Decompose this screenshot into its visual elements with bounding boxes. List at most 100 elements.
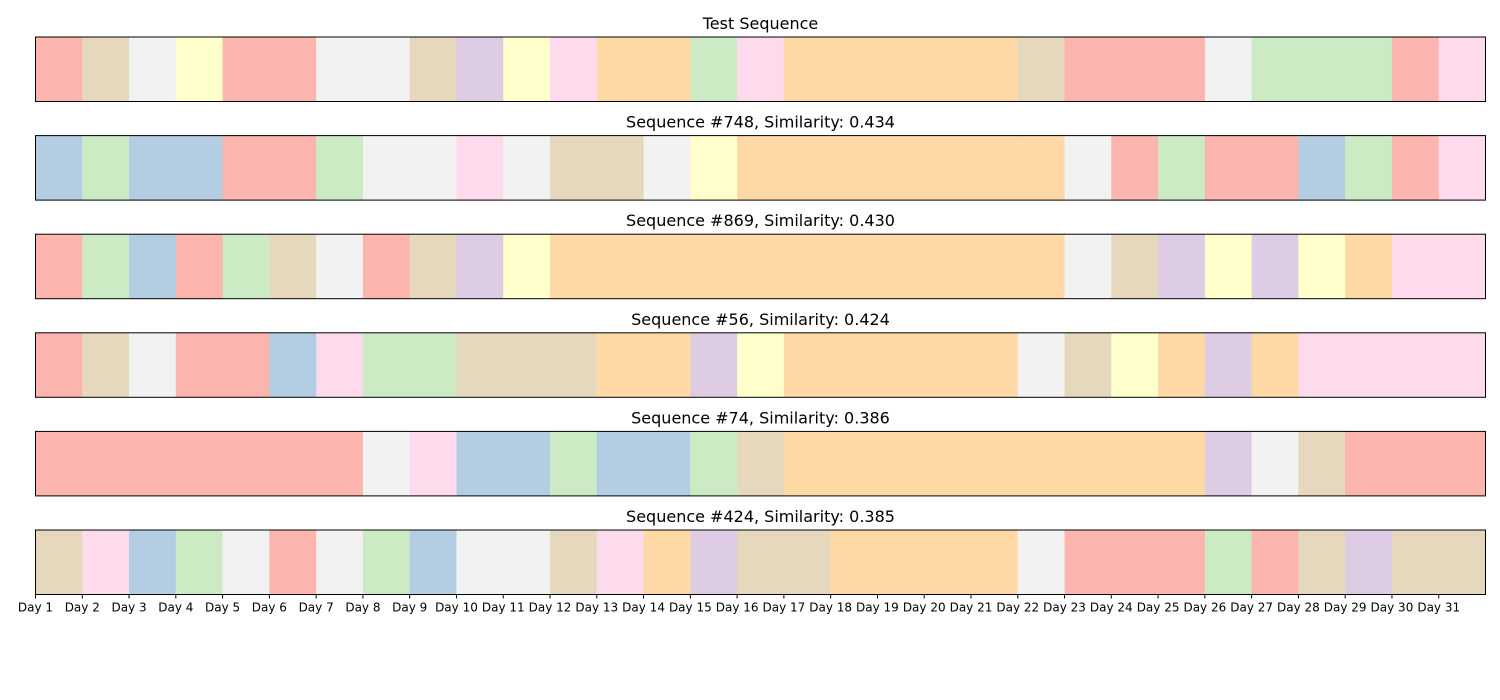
- cell-day-4: [175, 135, 224, 201]
- x-tick-label: Day 23: [1043, 601, 1086, 615]
- cell-day-23: [1064, 135, 1112, 201]
- cell-day-15: [690, 332, 738, 398]
- cell-day-6: [269, 234, 317, 299]
- x-axis: Day 1 Day 2 Day 3 Day 4 Day 5 Day 6 Day 7 Day 8…: [18, 594, 1460, 615]
- cell-day-27: [1251, 234, 1300, 299]
- cell-day-18: [830, 530, 879, 595]
- x-tick-label: Day 29: [1324, 601, 1367, 615]
- cell-day-11: [503, 234, 551, 299]
- cell-day-16: [737, 332, 785, 398]
- cell-day-1: [35, 234, 83, 299]
- row-title: Sequence #869, Similarity: 0.430: [626, 211, 895, 230]
- cell-day-17: [783, 431, 832, 496]
- cell-day-29: [1345, 530, 1393, 595]
- cell-day-6: [269, 431, 317, 496]
- cell-day-8: [362, 431, 411, 496]
- cell-day-19: [877, 234, 925, 299]
- cell-day-15: [690, 135, 738, 201]
- cell-day-1: [35, 530, 83, 595]
- cell-day-30: [1391, 431, 1440, 496]
- cell-day-30: [1391, 332, 1440, 398]
- cell-day-17: [783, 234, 832, 299]
- cell-day-15: [690, 234, 738, 299]
- cell-day-16: [737, 530, 785, 595]
- row-frame: [35, 233, 1486, 300]
- cell-day-13: [596, 135, 645, 201]
- cell-day-17: [783, 332, 832, 398]
- cell-day-12: [550, 332, 598, 398]
- cell-day-15: [690, 530, 738, 595]
- row-frame: [35, 529, 1486, 595]
- row-title: Test Sequence: [702, 14, 819, 33]
- cell-day-9: [409, 234, 458, 299]
- cell-day-3: [129, 234, 177, 299]
- cell-day-7: [316, 135, 364, 201]
- cell-day-3: [129, 431, 177, 496]
- cell-day-17: [783, 135, 832, 201]
- cell-day-24: [1111, 431, 1159, 496]
- x-tick-label: Day 2: [65, 601, 100, 615]
- cell-day-24: [1111, 332, 1159, 398]
- cell-day-2: [82, 135, 130, 201]
- x-tick-label: Day 22: [996, 601, 1039, 615]
- cell-day-5: [222, 37, 270, 102]
- cell-day-18: [830, 135, 879, 201]
- cell-day-8: [362, 530, 411, 595]
- cell-day-25: [1158, 530, 1206, 595]
- cell-day-29: [1345, 135, 1393, 201]
- x-tick-label: Day 30: [1371, 601, 1414, 615]
- cell-day-2: [82, 37, 130, 102]
- cell-day-19: [877, 135, 925, 201]
- cell-day-8: [362, 37, 411, 102]
- cell-day-24: [1111, 135, 1159, 201]
- cell-day-22: [1017, 431, 1066, 496]
- cell-day-27: [1251, 135, 1300, 201]
- cell-day-20: [924, 234, 972, 299]
- cell-day-11: [503, 37, 551, 102]
- x-tick-label: Day 4: [158, 601, 193, 615]
- cell-day-29: [1345, 431, 1393, 496]
- cell-day-28: [1298, 332, 1346, 398]
- cell-day-17: [783, 530, 832, 595]
- cell-day-31: [1438, 135, 1487, 201]
- cell-day-8: [362, 332, 411, 398]
- cell-day-4: [175, 332, 224, 398]
- cell-day-9: [409, 135, 458, 201]
- cell-day-23: [1064, 530, 1112, 595]
- cell-day-28: [1298, 135, 1346, 201]
- cell-day-22: [1017, 530, 1066, 595]
- cell-day-31: [1438, 234, 1487, 299]
- cell-day-16: [737, 135, 785, 201]
- cell-day-10: [456, 135, 504, 201]
- cell-day-9: [409, 332, 458, 398]
- cell-day-18: [830, 37, 879, 102]
- cell-day-21: [970, 37, 1019, 102]
- cell-day-27: [1251, 431, 1300, 496]
- cell-day-13: [596, 332, 645, 398]
- cell-day-25: [1158, 332, 1206, 398]
- cell-day-25: [1158, 234, 1206, 299]
- cell-day-6: [269, 332, 317, 398]
- cell-day-18: [830, 431, 879, 496]
- cell-day-5: [222, 530, 270, 595]
- cell-day-6: [269, 530, 317, 595]
- cell-day-11: [503, 135, 551, 201]
- cell-day-5: [222, 332, 270, 398]
- row-title: Sequence #56, Similarity: 0.424: [631, 310, 890, 329]
- sequence-row-2: Sequence #869, Similarity: 0.430: [35, 211, 1487, 300]
- cell-day-21: [970, 135, 1019, 201]
- sequence-row-0: Test Sequence: [35, 14, 1487, 102]
- sequence-rows: Test Sequence Sequence #748, Similarity: …: [35, 14, 1487, 595]
- x-tick-label: Day 14: [622, 601, 665, 615]
- cell-day-12: [550, 37, 598, 102]
- cell-day-10: [456, 530, 504, 595]
- cell-day-15: [690, 431, 738, 496]
- cell-day-2: [82, 234, 130, 299]
- cell-day-18: [830, 332, 879, 398]
- cell-day-2: [82, 431, 130, 496]
- x-tick-label: Day 31: [1417, 601, 1460, 615]
- cell-day-7: [316, 530, 364, 595]
- x-tick-label: Day 9: [392, 601, 427, 615]
- cell-day-25: [1158, 37, 1206, 102]
- cell-day-3: [129, 530, 177, 595]
